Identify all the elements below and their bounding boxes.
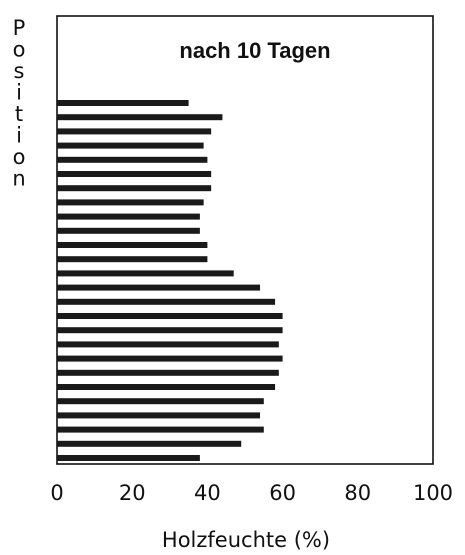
bar xyxy=(57,199,204,206)
bar xyxy=(57,341,279,348)
y-axis-title-letter: o xyxy=(13,38,26,62)
bar xyxy=(57,213,200,220)
bar xyxy=(57,284,261,291)
bar xyxy=(57,440,242,447)
y-axis-title-letter: i xyxy=(16,81,22,105)
bar xyxy=(57,256,208,263)
x-axis-ticks: 0 20 40 60 80 100 xyxy=(50,481,453,505)
bar xyxy=(57,369,279,376)
x-tick-label: 100 xyxy=(413,481,453,505)
bar xyxy=(57,142,204,149)
bar xyxy=(57,227,200,234)
bar xyxy=(57,242,208,248)
bar xyxy=(57,128,212,135)
y-axis-title-letter: s xyxy=(14,59,25,83)
x-tick-label: 0 xyxy=(50,481,63,505)
bar xyxy=(57,185,212,192)
y-axis-title-letter: t xyxy=(15,102,23,126)
plot-frame xyxy=(56,15,434,465)
y-axis-title-letter: n xyxy=(12,167,25,191)
bar xyxy=(57,426,264,433)
bar xyxy=(57,313,283,319)
bar xyxy=(57,171,212,177)
bar xyxy=(57,455,200,461)
bar xyxy=(57,355,283,362)
bar xyxy=(57,298,276,305)
bars xyxy=(57,100,283,461)
bar xyxy=(57,270,234,277)
bar xyxy=(57,114,223,121)
y-axis-title-letter: i xyxy=(16,124,22,148)
bar xyxy=(57,384,276,390)
bar xyxy=(57,398,264,405)
x-tick-label: 20 xyxy=(119,481,146,505)
bar xyxy=(57,156,208,163)
y-axis-title-letter: P xyxy=(13,16,26,40)
bar xyxy=(57,100,189,106)
x-tick-label: 60 xyxy=(269,481,296,505)
x-tick-label: 80 xyxy=(344,481,371,505)
bar xyxy=(57,412,261,419)
chart-title: nach 10 Tagen xyxy=(179,38,330,63)
x-tick-label: 40 xyxy=(194,481,221,505)
y-axis-title-letter: o xyxy=(13,145,26,169)
x-axis-title: Holzfeuchte (%) xyxy=(162,528,330,552)
bar xyxy=(57,327,283,334)
